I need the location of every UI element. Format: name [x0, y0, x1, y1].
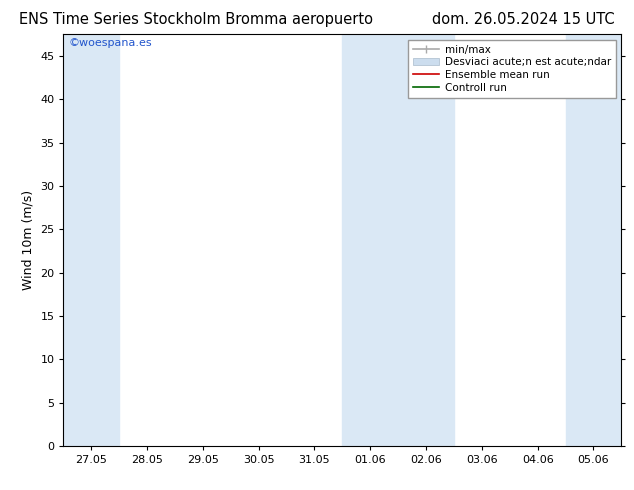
Legend: min/max, Desviaci acute;n est acute;ndar, Ensemble mean run, Controll run: min/max, Desviaci acute;n est acute;ndar…: [408, 40, 616, 98]
Y-axis label: Wind 10m (m/s): Wind 10m (m/s): [22, 190, 35, 290]
Bar: [566, 34, 621, 446]
Text: dom. 26.05.2024 15 UTC: dom. 26.05.2024 15 UTC: [432, 12, 615, 27]
Bar: [342, 34, 454, 446]
Text: ENS Time Series Stockholm Bromma aeropuerto: ENS Time Series Stockholm Bromma aeropue…: [19, 12, 373, 27]
Text: ©woespana.es: ©woespana.es: [69, 38, 153, 49]
Bar: [63, 34, 119, 446]
